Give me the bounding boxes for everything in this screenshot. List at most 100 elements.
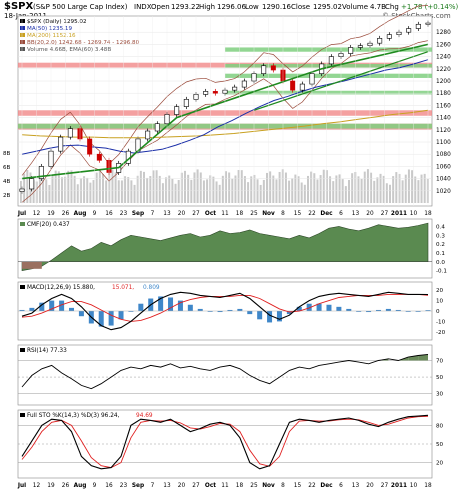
macd-histogram-bar — [276, 311, 282, 322]
macd-histogram-bar — [78, 311, 84, 317]
candle-body — [38, 166, 44, 179]
macd-histogram-bar — [207, 311, 213, 312]
date-tick-label-bottom: 11 — [221, 483, 229, 489]
date-tick-label-bottom: 7 — [151, 483, 155, 489]
volume-bar — [269, 171, 272, 203]
volume-bar — [297, 176, 300, 203]
date-tick-label-bottom: 20 — [366, 483, 374, 489]
cmf-tick-label: -0.1 — [436, 269, 447, 275]
support-zone — [225, 47, 432, 52]
volume-value: 4.7B — [370, 3, 386, 11]
macd-histogram-bar — [257, 311, 263, 320]
candle-body — [154, 123, 160, 132]
volume-bar — [221, 175, 224, 203]
price-tick-label: 1040 — [436, 177, 451, 183]
macd-histogram-bar — [326, 304, 332, 311]
cmf-tick-label: 0.0 — [436, 260, 445, 266]
volume-bar — [180, 172, 183, 203]
macd-histogram-bar — [336, 306, 342, 311]
panel-frame-sto — [17, 409, 433, 479]
price-tick-label: 1060 — [436, 164, 451, 170]
volume-bar — [105, 180, 108, 203]
volume-bar — [190, 179, 193, 203]
volume-bar — [35, 181, 38, 203]
macd-histogram-bar — [59, 300, 65, 311]
macd-histogram-bar — [247, 311, 253, 315]
volume-bar — [338, 174, 341, 203]
volume-bar — [341, 179, 344, 203]
volume-bar — [70, 170, 73, 203]
macd-histogram-bar — [286, 311, 292, 315]
macd-histogram-bar — [395, 309, 401, 311]
macd-histogram-bar — [316, 303, 322, 311]
volume-bar — [379, 173, 382, 203]
volume-bar — [344, 186, 347, 203]
volume-bar — [262, 179, 265, 203]
price-tick-label: 1080 — [436, 152, 451, 158]
volume-tick-label: 6B — [3, 165, 10, 171]
rsi-tick-label: 30 — [436, 392, 444, 398]
chg-label: Chg — [385, 3, 399, 11]
date-tick-label: Dec — [320, 211, 333, 217]
volume-bar — [404, 174, 407, 203]
candle-body — [415, 23, 421, 29]
volume-bar — [225, 171, 227, 203]
date-tick-label: 20 — [178, 211, 186, 217]
symbol: $SPX — [4, 1, 34, 12]
price-tick-label: 1180 — [436, 91, 451, 97]
volume-bar — [417, 180, 420, 203]
open-value: 1293.22 — [171, 3, 200, 11]
date-tick-label-bottom: Aug — [74, 483, 87, 489]
candle-body — [87, 138, 93, 155]
volume-bar — [247, 182, 250, 203]
date-tick-label-bottom: 13 — [163, 483, 171, 489]
volume-bar — [376, 177, 379, 203]
macd-histogram-bar — [415, 311, 421, 312]
volume-bar — [139, 170, 142, 203]
date-tick-label-bottom: 12 — [33, 483, 41, 489]
date-tick-label: 25 — [250, 211, 258, 217]
macd-histogram-bar — [39, 302, 45, 311]
cmf-negative-area — [22, 261, 42, 269]
volume-bar — [133, 184, 136, 203]
close-label: Close — [291, 3, 311, 11]
volume-bar — [228, 172, 231, 203]
date-tick-label: 23 — [120, 211, 128, 217]
macd-histogram-bar — [217, 311, 223, 313]
volume-bar — [310, 171, 313, 203]
macd-histogram-bar — [306, 303, 312, 311]
sto-tick-label: 50 — [436, 442, 444, 448]
volume-bar — [389, 184, 391, 203]
volume-bar — [206, 179, 209, 203]
index-name: (S&P 500 Large Cap Index) — [33, 3, 128, 11]
volume-bar — [155, 170, 158, 203]
candle-body — [270, 65, 276, 71]
candle-body — [183, 99, 189, 107]
volume-bar — [143, 171, 145, 203]
volume-bar — [348, 179, 350, 203]
candle-body — [29, 178, 35, 190]
volume-bar — [335, 175, 338, 203]
close-value: 1295.02 — [313, 3, 342, 11]
panel-frame-rsi — [17, 344, 433, 406]
candle-body — [241, 80, 247, 88]
candle-body — [212, 91, 218, 94]
candle-body — [174, 106, 180, 115]
date-tick-label: 27 — [192, 211, 200, 217]
macd-tick-label: 0 — [436, 309, 440, 315]
support-zone — [225, 73, 432, 78]
cmf-legend: CMF(20) 0.437 — [27, 222, 70, 228]
volume-bar — [366, 169, 369, 203]
volume-bar — [237, 170, 240, 203]
volume-bar — [130, 180, 133, 203]
price-tick-label: 1200 — [436, 79, 451, 85]
volume-bar — [395, 172, 398, 203]
volume-bar — [234, 175, 237, 203]
volume-tick-label: 8B — [3, 151, 10, 157]
volume-bar — [325, 170, 328, 203]
volume-bar — [76, 184, 79, 203]
date-tick-label-bottom: 27 — [381, 483, 389, 489]
price-tick-label: 1220 — [436, 67, 451, 73]
date-tick-label: 26 — [62, 211, 70, 217]
